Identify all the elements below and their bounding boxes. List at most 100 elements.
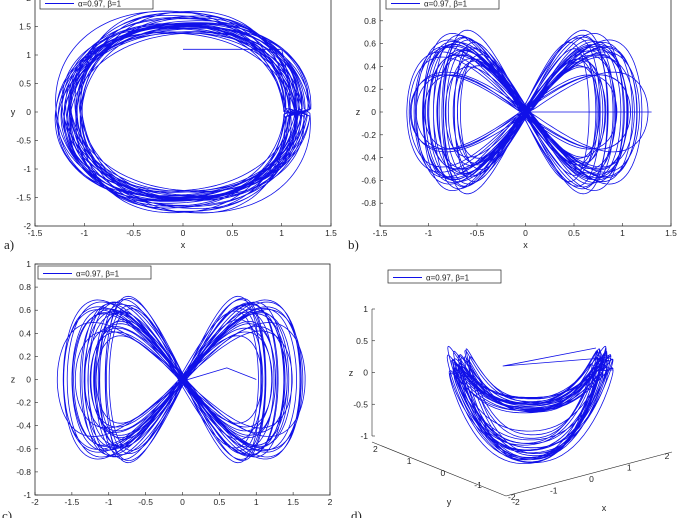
y-tick-label: 0	[441, 468, 446, 478]
x-tick-label: -0.5	[126, 228, 141, 238]
z-tick-label: 1	[363, 304, 368, 314]
y-tick-label: -1	[23, 164, 31, 174]
x-tick-label: -0.5	[138, 497, 153, 507]
y-axis-label: z	[356, 107, 361, 117]
legend-box	[385, 0, 500, 10]
z-axis-label: z	[349, 368, 354, 378]
x-tick-label: -1	[550, 486, 558, 496]
x-tick-label: 1	[627, 463, 632, 473]
y-tick-label: -0.8	[16, 467, 31, 477]
x-tick-label: 0.5	[226, 228, 238, 238]
y-tick-label: 0	[371, 107, 376, 117]
y-tick-label: 0.8	[364, 16, 376, 26]
panel-1: -1.5-1-0.500.511.5-2-1.5-1-0.500.511.52x…	[4, 0, 337, 252]
y-tick-label: 1	[407, 456, 412, 466]
x-tick-label: 1	[254, 497, 259, 507]
y-axis-label: y	[447, 497, 452, 507]
series-line	[406, 29, 652, 195]
legend-label: α=0.97, β=1	[78, 0, 122, 9]
z-tick-label: -0.5	[353, 399, 368, 409]
legend-box	[387, 269, 502, 284]
y-axis-label: z	[11, 375, 16, 385]
panel-4: -1 -0.5 0 0.5 1 z 2 1 0 -1 -2 y -2 -1 0 1 2 x α=0.97, β=1 d…	[349, 269, 673, 518]
x-tick-label: -1.5	[28, 228, 43, 238]
x-tick-label: 1	[279, 228, 284, 238]
y-axis-label: y	[11, 107, 16, 117]
y-tick-label: -0.2	[361, 130, 376, 140]
x-tick-label: 0.5	[568, 228, 580, 238]
legend-label: α=0.97, β=1	[424, 0, 468, 9]
z-tick-label: -1	[360, 431, 368, 441]
y-tick-label: 0	[26, 375, 31, 385]
x-tick-label: -2	[512, 497, 520, 507]
y-tick-label: 1	[26, 259, 31, 269]
y-tick-label: -1	[474, 480, 482, 490]
y-tick-label: 0.2	[19, 351, 31, 361]
y-tick-label: 0.5	[19, 79, 31, 89]
x-tick-label: -2	[31, 497, 39, 507]
z-tick-label: 0.5	[356, 336, 368, 346]
y-tick-label: -2	[23, 221, 31, 231]
y-tick-label: -1	[23, 490, 31, 500]
panel-label: b)	[348, 237, 359, 252]
y-tick-label: 1.5	[19, 22, 31, 32]
legend: α=0.97, β=1	[39, 0, 154, 10]
y-tick-label: 0.8	[19, 282, 31, 292]
x-tick-label: 2	[665, 451, 670, 461]
x-tick-label: -1	[425, 228, 433, 238]
series-line	[54, 10, 312, 214]
x-axis-label: x	[523, 240, 528, 250]
x-tick-label: 1	[620, 228, 625, 238]
z-tick-label: 0	[363, 368, 368, 378]
legend-box	[37, 265, 152, 280]
y-tick-label: -0.4	[16, 421, 31, 431]
y-tick-label: -0.6	[16, 444, 31, 454]
x-tick-label: -1.5	[65, 497, 80, 507]
panel-3: -2 -1.5 -1 -0.5 0 0.5 1 1.5 2 -1 -0.8 -0.6 -0.4 -0.2 0…	[2, 259, 333, 518]
x-tick-label: 0.5	[213, 497, 225, 507]
x-tick-label: -1	[81, 228, 89, 238]
y-tick-label: 1	[26, 50, 31, 60]
x-axis-label: x	[602, 503, 607, 513]
legend: α=0.97, β=1	[385, 0, 500, 10]
x-tick-label: 0	[180, 497, 185, 507]
y-tick-label: -0.2	[16, 398, 31, 408]
x-tick-label: 1.5	[325, 228, 337, 238]
series-line	[446, 345, 614, 464]
x-axis-label: x	[181, 240, 186, 250]
x-axis-line	[505, 451, 673, 497]
y-tick-label: -0.4	[361, 153, 376, 163]
y-tick-label: -0.6	[361, 175, 376, 185]
x-tick-label: 1.5	[665, 228, 677, 238]
x-tick-label: 2	[328, 497, 333, 507]
panel-label: a)	[4, 237, 14, 252]
y-tick-label: 0	[26, 107, 31, 117]
panel-label: d)	[351, 508, 362, 518]
y-tick-label: 0.4	[19, 328, 31, 338]
legend-label: α=0.97, β=1	[76, 270, 120, 279]
x-tick-label: 0	[589, 474, 594, 484]
y-tick-label: -2	[508, 492, 516, 502]
legend: α=0.97, β=1	[37, 265, 152, 280]
y-tick-label: -1.5	[16, 193, 31, 203]
y-tick-label: -0.5	[16, 136, 31, 146]
y-tick-label: 0.6	[19, 305, 31, 315]
y-axis-line	[371, 441, 507, 497]
y-tick-label: 0.4	[364, 61, 376, 71]
panel-2: -1.5 -1 -0.5 0 0.5 1 1.5 -0.8 -0.6 -0.4 -0.2 0 0.2 0.…	[348, 0, 677, 252]
y-tick-label: 2	[26, 0, 31, 3]
series-line	[56, 295, 306, 464]
y-tick-label: 0.2	[364, 84, 376, 94]
x-tick-label: 0	[523, 228, 528, 238]
x-tick-label: 1.5	[287, 497, 299, 507]
legend: α=0.97, β=1	[387, 269, 502, 284]
y-tick-label: 2	[373, 444, 378, 454]
x-tick-label: 0	[181, 228, 186, 238]
x-tick-label: -0.5	[470, 228, 485, 238]
y-tick-label: 0.6	[364, 39, 376, 49]
x-tick-label: -1	[105, 497, 113, 507]
y-tick-label: -0.8	[361, 198, 376, 208]
x-tick-label: -1.5	[373, 228, 388, 238]
legend-label: α=0.97, β=1	[426, 274, 470, 283]
